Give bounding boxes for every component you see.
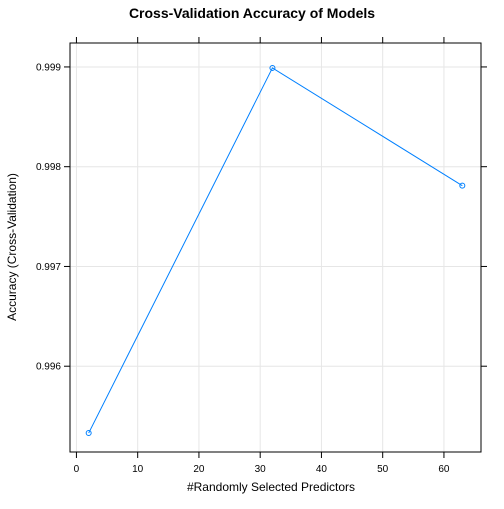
grid-layer — [70, 43, 481, 452]
data-point-0-0 — [85, 430, 92, 437]
x-tick-label-1: 10 — [132, 464, 144, 475]
y-tick-label-3: 0.999 — [36, 62, 61, 73]
x-tick-label-2: 20 — [193, 464, 205, 475]
y-axis-label: Accuracy (Cross-Validation) — [5, 173, 19, 321]
x-axis-label: #Randomly Selected Predictors — [187, 480, 355, 494]
data-point-0-2 — [459, 182, 466, 189]
data-point-0-1 — [269, 64, 276, 71]
tick-layer: 0 10 20 30 40 50 60 0.996 0.997 0.998 0.999 — [36, 37, 487, 475]
x-tick-label-5: 50 — [377, 464, 389, 475]
series-layer — [85, 64, 466, 437]
chart-title: Cross-Validation Accuracy of Models — [129, 5, 375, 21]
series-line-0 — [88, 67, 463, 434]
x-tick-label-6: 60 — [438, 464, 450, 475]
y-tick-label-0: 0.996 — [36, 362, 61, 373]
x-tick-label-3: 30 — [255, 464, 267, 475]
y-tick-label-1: 0.997 — [36, 262, 61, 273]
x-tick-label-0: 0 — [74, 464, 80, 475]
y-tick-label-2: 0.998 — [36, 162, 61, 173]
plot-frame — [69, 42, 482, 453]
x-tick-label-4: 40 — [316, 464, 328, 475]
